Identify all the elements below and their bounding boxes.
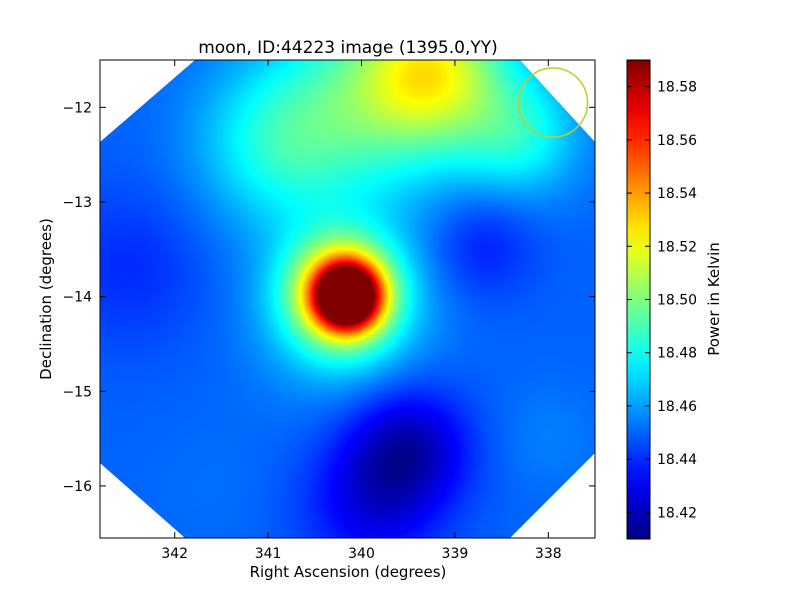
y-axis-label: Declination (degrees): [37, 218, 55, 380]
beam-circle: [517, 67, 589, 138]
mask-corner-3: [100, 463, 185, 538]
colorbar-ticks: 18.42 18.44 18.46 18.48 18.50 18.52 18.54 18.56…: [627, 80, 697, 521]
x-axis-label: Right Ascension (degrees): [250, 563, 447, 581]
colorbar-tick-label: 18.46: [657, 399, 697, 415]
x-tick-label: 341: [255, 546, 282, 562]
colorbar-tick-label: 18.48: [657, 346, 697, 362]
mask-corner-1: [100, 60, 195, 142]
x-tick-label: 338: [535, 546, 562, 562]
colorbar-tick-label: 18.54: [657, 186, 697, 202]
plot-area: [99, 59, 596, 539]
x-tick-label: 340: [348, 546, 375, 562]
colorbar-tick-label: 18.44: [657, 452, 697, 468]
chart-title: moon, ID:44223 image (1395.0,YY): [198, 38, 498, 58]
colorbar-tick-label: 18.56: [657, 133, 697, 149]
colorbar-tick-label: 18.50: [657, 293, 697, 309]
mask-corner-2: [520, 60, 595, 142]
colorbar-tick-label: 18.52: [657, 239, 697, 255]
x-tick-label: 342: [161, 546, 188, 562]
y-tick-label: −14: [62, 290, 92, 306]
mask-corner-4: [510, 453, 595, 538]
colorbar: 18.42 18.44 18.46 18.48 18.50 18.52 18.54 18.56…: [626, 59, 723, 540]
image-mask: [100, 60, 595, 538]
x-axis-ticks: 342 341 340 339 338: [161, 60, 562, 562]
y-tick-label: −12: [62, 100, 92, 116]
y-tick-label: −13: [62, 195, 92, 211]
plot-frame: [99, 59, 596, 539]
colorbar-tick-label: 18.58: [657, 80, 697, 96]
y-tick-label: −16: [62, 479, 92, 495]
colorbar-tick-label: 18.42: [657, 505, 697, 521]
colorbar-label: Power in Kelvin: [705, 242, 723, 356]
y-tick-label: −15: [62, 384, 92, 400]
x-tick-label: 339: [442, 546, 469, 562]
heatmap-image: [100, 60, 595, 538]
y-axis-ticks: −12 −13 −14 −15 −16: [62, 100, 595, 495]
